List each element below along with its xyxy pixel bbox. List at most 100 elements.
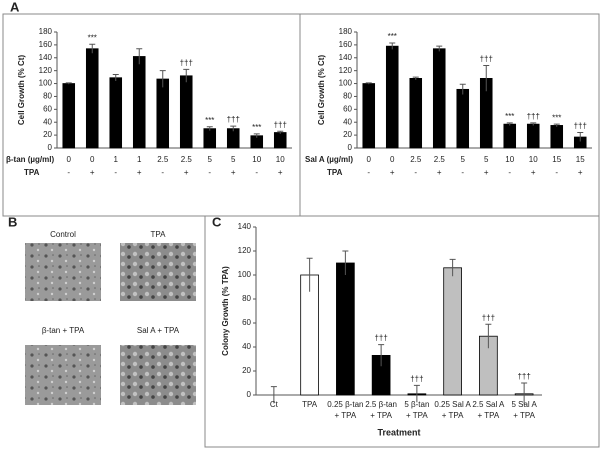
significance-mark: †††	[482, 313, 495, 322]
error-bar	[577, 132, 584, 142]
x-tick-label: 10	[252, 155, 261, 164]
tpa-label: +	[278, 168, 283, 177]
y-tick-label: 180	[339, 27, 353, 36]
y-tick-label: 60	[343, 104, 352, 113]
error-bar	[483, 65, 490, 92]
bar	[456, 88, 470, 149]
error-bar	[436, 45, 443, 52]
error-bar	[530, 122, 537, 126]
panel-label: A	[10, 0, 20, 14]
tpa-label: -	[114, 168, 117, 177]
micrograph	[25, 345, 101, 405]
significance-mark: †††	[574, 122, 587, 131]
x-tick-label: 0	[367, 155, 372, 164]
row-label: Sal A (µg/ml)	[305, 155, 353, 164]
tpa-label: -	[367, 168, 370, 177]
tpa-label: -	[208, 168, 211, 177]
tpa-label: -	[508, 168, 511, 177]
y-tick-label: 140	[238, 222, 252, 231]
x-tick-label: 5 Sal A	[511, 400, 537, 409]
y-tick-label: 100	[238, 270, 252, 279]
significance-mark: ***	[505, 112, 514, 121]
x-tick-label: 2.5 Sal A	[472, 400, 505, 409]
tpa-label: +	[437, 168, 442, 177]
bar	[109, 77, 123, 149]
x-tick-label: + TPA	[442, 411, 464, 420]
bar	[503, 123, 517, 149]
significance-mark: †††	[527, 112, 540, 121]
x-tick-label: 5	[461, 155, 466, 164]
bar	[156, 78, 170, 149]
bar	[203, 128, 217, 149]
panel-label: B	[8, 214, 17, 229]
significance-mark: †††	[410, 375, 423, 384]
tpa-label: +	[390, 168, 395, 177]
y-axis-label: Colony Growth (% TPA)	[221, 266, 230, 356]
error-bar	[277, 130, 284, 134]
error-bar	[65, 82, 72, 85]
y-tick-label: 120	[339, 66, 353, 75]
x-tick-label: 10	[276, 155, 285, 164]
significance-mark: †††	[480, 55, 493, 64]
significance-mark: †††	[227, 115, 240, 124]
x-tick-label: 0.25 Sal A	[434, 400, 471, 409]
x-tick-label: + TPA	[513, 411, 535, 420]
y-tick-label: 160	[39, 40, 53, 49]
tpa-label: -	[461, 168, 464, 177]
micrograph-label: Control	[50, 230, 76, 239]
bar	[226, 128, 240, 149]
y-tick-label: 80	[343, 92, 352, 101]
y-tick-label: 140	[339, 53, 353, 62]
y-tick-label: 80	[43, 92, 52, 101]
error-bar	[230, 125, 237, 132]
row-label: β-tan (µg/ml)	[6, 155, 54, 164]
error-bar	[136, 48, 143, 65]
x-tick-label: 15	[552, 155, 561, 164]
y-tick-label: 0	[348, 143, 353, 152]
error-bar	[206, 126, 213, 131]
error-bar	[306, 257, 313, 292]
y-tick-label: 140	[39, 53, 53, 62]
bar	[179, 75, 193, 149]
error-bar	[389, 42, 396, 50]
x-tick-label: 10	[529, 155, 538, 164]
x-tick-label: 0	[390, 155, 395, 164]
significance-mark: †††	[274, 120, 287, 129]
y-tick-label: 60	[242, 318, 251, 327]
tpa-label: -	[255, 168, 258, 177]
panel-frame	[204, 215, 600, 448]
error-bar	[553, 123, 560, 127]
bar	[62, 83, 76, 149]
x-tick-label: TPA	[302, 400, 318, 409]
row-label: TPA	[327, 168, 343, 177]
bar	[85, 48, 99, 149]
y-tick-label: 180	[39, 27, 53, 36]
tpa-label: +	[90, 168, 95, 177]
x-tick-label: 1	[114, 155, 119, 164]
y-tick-label: 0	[247, 390, 252, 399]
tpa-label: -	[555, 168, 558, 177]
error-bar	[449, 258, 456, 277]
micrograph-label: Sal A + TPA	[137, 326, 180, 335]
x-tick-label: + TPA	[478, 411, 500, 420]
y-tick-label: 40	[43, 117, 52, 126]
x-axis-label: Treatment	[377, 427, 420, 437]
tpa-label: +	[184, 168, 189, 177]
bar	[409, 78, 423, 149]
significance-mark: ***	[252, 123, 261, 132]
tpa-label: -	[161, 168, 164, 177]
x-tick-label: 5	[484, 155, 489, 164]
y-tick-label: 120	[238, 246, 252, 255]
significance-mark: ***	[205, 116, 214, 125]
error-bar	[183, 68, 190, 83]
y-axis-label: Cell Growth (% Ct)	[17, 55, 26, 126]
bar	[526, 123, 540, 149]
micrograph	[120, 243, 196, 301]
error-bar	[365, 82, 372, 85]
y-axis-label: Cell Growth (% Ct)	[317, 55, 326, 126]
bar	[273, 132, 287, 149]
y-tick-label: 20	[343, 130, 352, 139]
bar	[132, 56, 146, 149]
error-bar	[506, 122, 513, 126]
